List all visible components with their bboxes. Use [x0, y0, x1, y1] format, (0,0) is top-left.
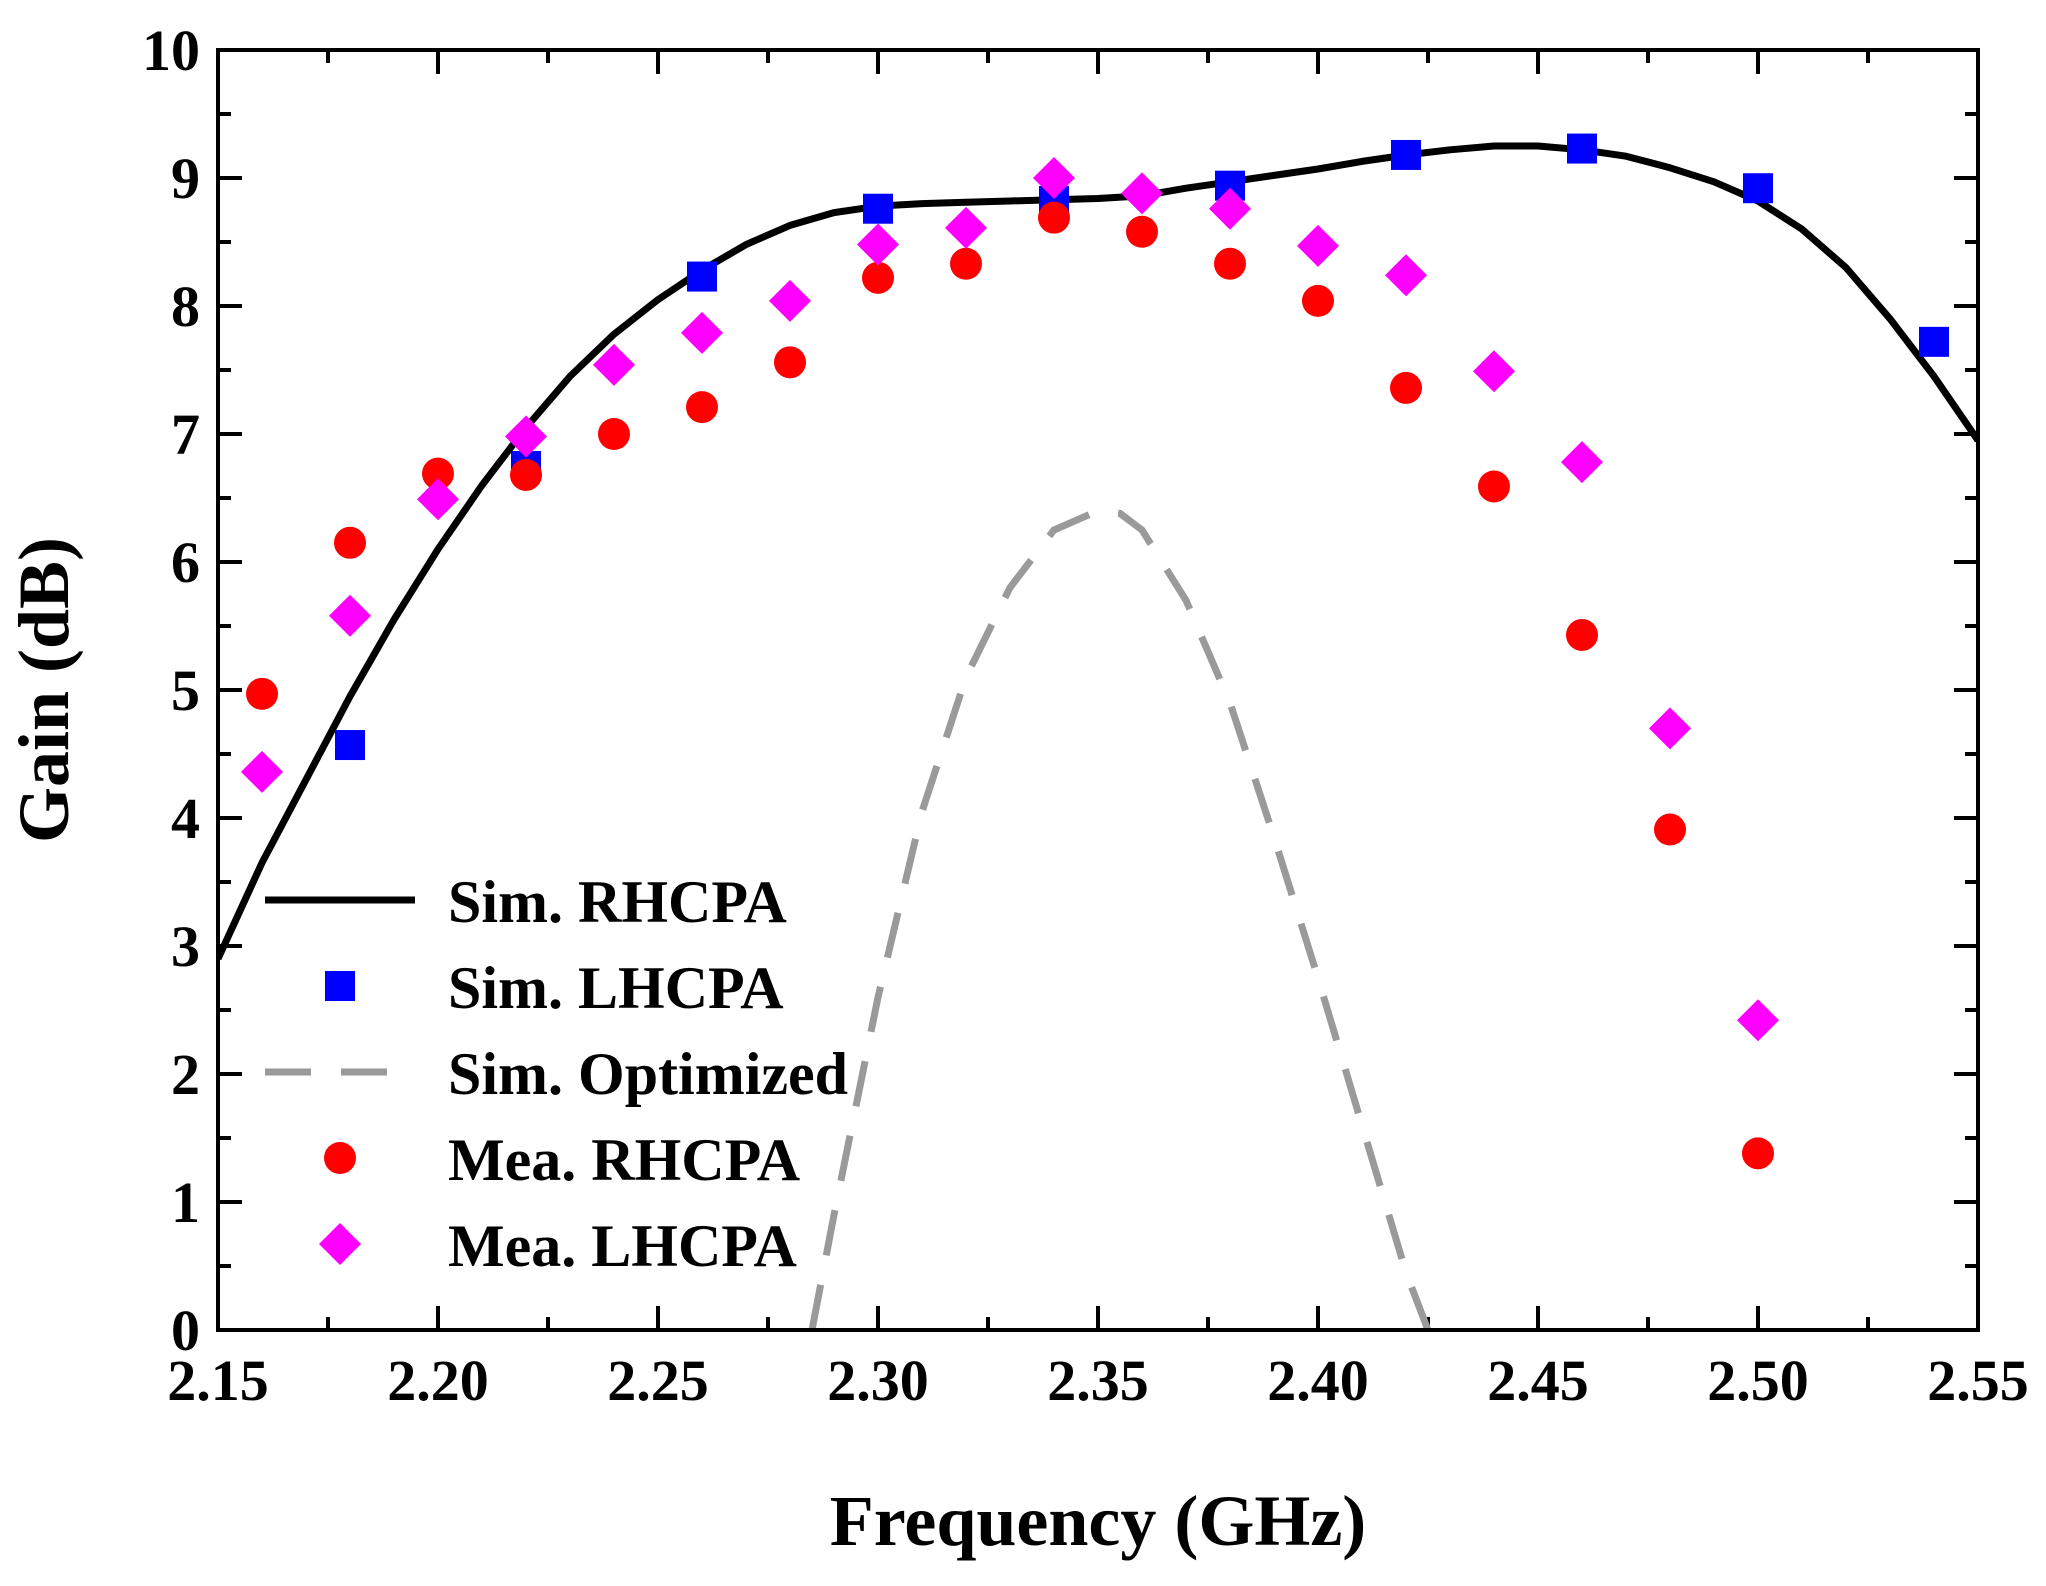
data-point	[505, 415, 547, 458]
y-tick-label: 6	[171, 530, 200, 595]
legend-label-mea-rhcpa: Mea. RHCPA	[448, 1127, 800, 1193]
data-point	[1473, 350, 1515, 393]
legend-label-sim-lhcpa: Sim. LHCPA	[448, 955, 784, 1021]
data-point	[329, 594, 371, 637]
data-point	[1297, 224, 1339, 267]
series-0	[218, 142, 1978, 961]
y-tick-label: 5	[171, 658, 200, 723]
y-tick-label: 3	[171, 914, 200, 979]
data-point	[593, 343, 635, 386]
plot-area	[218, 133, 1978, 1330]
x-tick-label: 2.35	[1047, 1348, 1149, 1413]
y-tick-label: 1	[171, 1170, 200, 1235]
legend-label-sim-optimized: Sim. Optimized	[448, 1041, 848, 1107]
legend-sample-marker	[319, 1223, 361, 1265]
legend-samples	[265, 896, 415, 1265]
data-point	[1566, 618, 1598, 651]
data-point	[510, 458, 542, 491]
data-point	[862, 261, 894, 294]
x-tick-label: 2.50	[1707, 1348, 1809, 1413]
series-4	[241, 157, 1779, 1042]
x-tick-label: 2.55	[1927, 1348, 2029, 1413]
x-tick-label: 2.20	[387, 1348, 489, 1413]
data-point	[863, 193, 893, 224]
data-point	[335, 730, 365, 761]
data-point	[1567, 133, 1597, 164]
data-point	[1126, 215, 1158, 248]
y-tick-label: 0	[171, 1298, 200, 1363]
data-point	[1390, 371, 1422, 404]
legend: Sim. RHCPA Sim. LHCPA Sim. Optimized Mea…	[265, 869, 848, 1279]
data-point	[774, 346, 806, 379]
legend-sample-marker	[324, 1142, 356, 1174]
data-point	[1121, 172, 1163, 215]
data-point	[1561, 441, 1603, 484]
data-point	[1209, 187, 1251, 230]
data-point	[950, 247, 982, 280]
data-point	[1478, 470, 1510, 503]
y-tick-labels: 0 1 2 3 4 5 6 7 8 9 10	[142, 18, 200, 1363]
data-point	[1302, 284, 1334, 317]
x-tick-label: 2.15	[167, 1348, 269, 1413]
data-point	[686, 391, 718, 424]
data-point	[1385, 254, 1427, 297]
x-tick-labels: 2.15 2.20 2.25 2.30 2.35 2.40 2.45 2.50 2.55	[167, 1348, 2029, 1413]
y-tick-label: 4	[171, 786, 200, 851]
x-tick-label: 2.30	[827, 1348, 929, 1413]
data-point	[1391, 139, 1421, 170]
data-point	[1742, 1137, 1774, 1170]
x-tick-label: 2.40	[1267, 1348, 1369, 1413]
data-point	[945, 206, 987, 249]
x-axis-title: Frequency (GHz)	[830, 1481, 1367, 1561]
y-tick-label: 9	[171, 146, 200, 211]
x-tick-label: 2.45	[1487, 1348, 1589, 1413]
data-point	[769, 279, 811, 322]
sim-rhcpa-line	[218, 142, 1978, 961]
data-point	[1737, 999, 1779, 1042]
series-2	[808, 507, 1432, 1330]
data-point	[422, 457, 454, 490]
data-point	[1919, 326, 1949, 357]
y-tick-label: 2	[171, 1042, 200, 1107]
data-point	[246, 677, 278, 710]
data-point	[334, 526, 366, 559]
data-point	[598, 418, 630, 450]
sim-optimized-line	[808, 507, 1432, 1330]
data-point	[1038, 201, 1070, 234]
data-point	[687, 261, 717, 292]
data-point	[241, 750, 283, 793]
legend-label-mea-lhcpa: Mea. LHCPA	[448, 1213, 797, 1279]
y-tick-label: 10	[142, 18, 200, 83]
legend-sample-marker	[325, 971, 355, 1001]
y-tick-label: 7	[171, 402, 200, 467]
data-point	[857, 223, 899, 266]
data-point	[1743, 173, 1773, 204]
data-point	[417, 478, 459, 521]
legend-label-sim-rhcpa: Sim. RHCPA	[448, 869, 787, 935]
y-tick-label: 8	[171, 274, 200, 339]
data-point	[1649, 707, 1691, 750]
data-point	[1033, 157, 1075, 199]
data-point	[1214, 247, 1246, 280]
data-point	[1654, 813, 1686, 846]
y-axis-title: Gain (dB)	[4, 537, 84, 843]
plot-frame	[216, 48, 1980, 1332]
x-tick-label: 2.25	[607, 1348, 709, 1413]
series-3	[246, 201, 1774, 1170]
data-point	[681, 311, 723, 354]
